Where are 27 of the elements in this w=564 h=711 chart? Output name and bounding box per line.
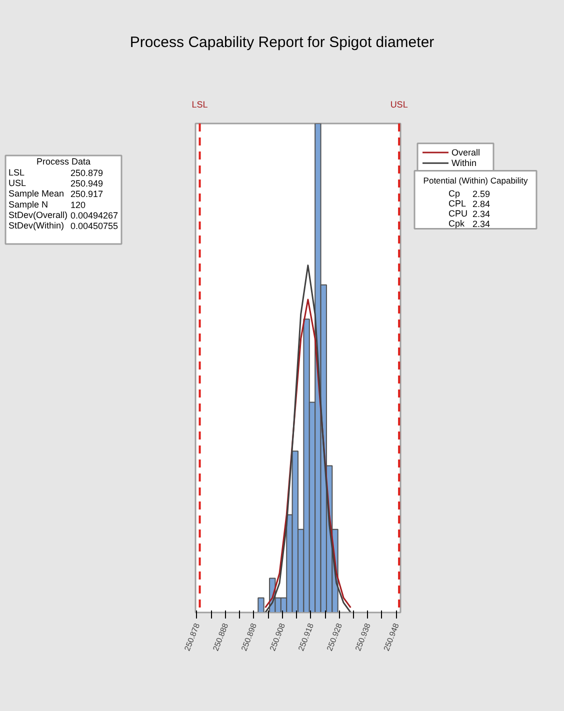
text: Cpk	[448, 218, 466, 228]
chart-title: Process Capability Report for Spigot diameter	[130, 33, 434, 53]
text: 250.879	[70, 168, 104, 178]
text: 250.949	[70, 178, 104, 189]
text: 2.34	[472, 209, 490, 220]
text: Process Data	[36, 156, 91, 167]
legend-label: Within	[452, 158, 477, 168]
text: 2.84	[472, 199, 490, 210]
text: Potential (Within) Capability	[423, 176, 528, 186]
text: 0.00450755	[70, 221, 118, 232]
text: Cp	[448, 188, 460, 199]
text: Sample Mean	[8, 188, 64, 199]
text: CPU	[448, 208, 468, 219]
text: USL	[8, 178, 26, 188]
text: 0.00494267	[70, 210, 118, 221]
legend-label: Overall	[452, 147, 480, 158]
text: CPL	[448, 198, 466, 209]
ref-line-label: LSL	[192, 100, 208, 110]
text: 250.917	[70, 189, 104, 200]
text: StDev(Within)	[8, 220, 64, 231]
text: 2.59	[472, 189, 490, 200]
text: Sample N	[8, 199, 48, 210]
text: 2.34	[472, 218, 490, 229]
ref-line-label: USL	[390, 100, 408, 110]
text: LSL	[8, 167, 25, 178]
text: 120	[70, 200, 86, 210]
text: StDev(Overall)	[8, 210, 68, 220]
